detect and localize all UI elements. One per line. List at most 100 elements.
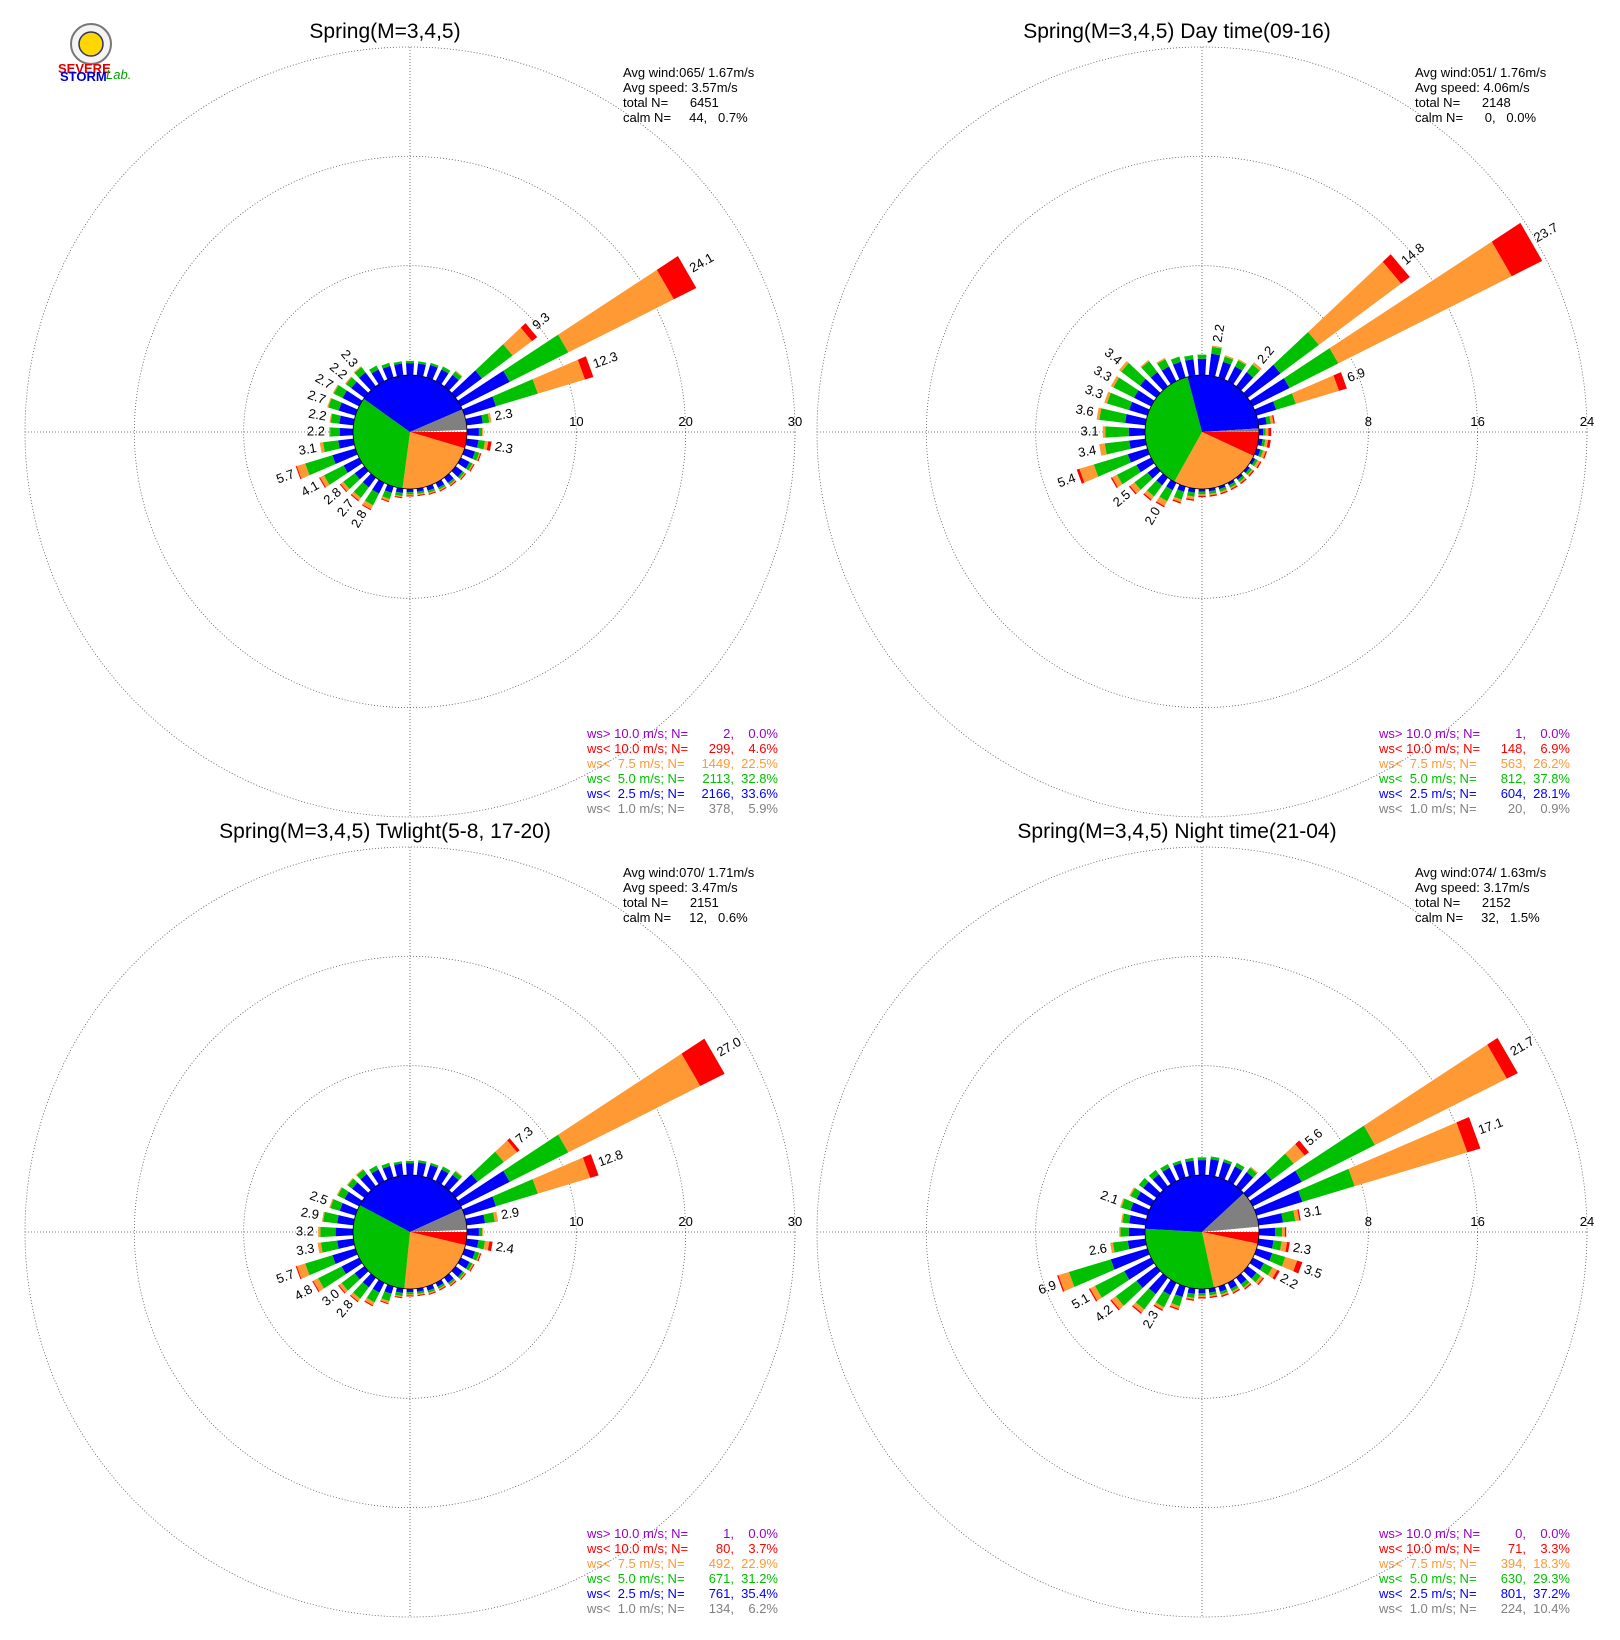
spoke-segment — [1240, 1279, 1250, 1288]
spoke-segment — [451, 1266, 463, 1278]
stat-line: calm N= 12, 0.6% — [623, 910, 748, 925]
spoke-segment — [380, 498, 390, 503]
spoke-segment — [462, 396, 497, 416]
spoke-segment — [345, 376, 352, 385]
spoke-segment — [1209, 1291, 1217, 1296]
spoke-segment — [1249, 378, 1290, 407]
spoke-segment — [1115, 1280, 1143, 1306]
spoke-segment — [457, 1271, 465, 1279]
spoke-segment — [1198, 1297, 1206, 1299]
spoke-segment — [1185, 1160, 1196, 1177]
spoke-segment — [460, 1273, 467, 1281]
spoke-segment — [1129, 1215, 1147, 1226]
spoke-segment — [418, 361, 427, 365]
spoke-segment — [1140, 360, 1150, 368]
legend-n: 134, — [709, 1601, 734, 1616]
legend-text: ws< 2.5 m/s; N= — [586, 786, 685, 801]
spoke-segment — [532, 359, 586, 394]
spoke-label: 5.4 — [1055, 470, 1077, 490]
pie-wedge — [1145, 1228, 1215, 1289]
spoke-segment — [476, 452, 481, 462]
spoke-segment — [1171, 1294, 1183, 1307]
spoke-segment — [381, 1162, 391, 1169]
spoke-segment — [1129, 438, 1147, 449]
ring — [133, 955, 687, 1509]
spoke-segment — [462, 448, 476, 459]
spoke-segment — [426, 364, 438, 380]
spoke-segment — [341, 1273, 360, 1291]
spoke-segment — [465, 462, 473, 471]
spoke-segment — [1218, 361, 1232, 380]
legend-pct: 5.9% — [748, 801, 778, 816]
wind-rose-panel: 8 16 245.621.717.13.12.33.52.22.34.25.16.9… — [816, 820, 1594, 1618]
spoke-segment — [462, 1196, 497, 1216]
legend-pct: 31.2% — [741, 1571, 778, 1586]
spoke-segment — [406, 1292, 414, 1295]
spoke-segment — [1249, 457, 1256, 465]
spoke-segment — [459, 1272, 466, 1280]
legend-pct: 26.2% — [1533, 756, 1570, 771]
pie-wedge — [359, 1175, 462, 1232]
spoke-segment — [328, 398, 342, 411]
spoke-segment — [1160, 1163, 1170, 1172]
spoke-segment — [465, 415, 483, 426]
ring — [816, 46, 1588, 818]
spoke-segment — [468, 463, 474, 472]
spoke-segment — [1104, 391, 1111, 404]
stat-line: total N= 2148 — [1415, 95, 1511, 110]
spoke-segment — [1280, 1241, 1288, 1252]
stat-line: Avg speed: 3.57m/s — [623, 80, 738, 95]
spoke-segment — [1329, 241, 1512, 364]
ring — [925, 955, 1479, 1509]
spoke-segment — [1076, 468, 1085, 484]
legend-pct: 22.5% — [741, 756, 778, 771]
legend-n: 299, — [709, 741, 734, 756]
stat-line: calm N= 32, 1.5% — [1415, 910, 1540, 925]
legend-n: 801, — [1501, 1586, 1526, 1601]
legend-text: ws< 1.0 m/s; N= — [586, 801, 685, 816]
spoke-segment — [354, 466, 369, 480]
spoke-segment — [339, 415, 355, 426]
legend-n: 1, — [723, 1526, 734, 1541]
spoke-segment — [1257, 438, 1263, 447]
spoke-segment — [1169, 1305, 1179, 1311]
spoke-label: 5.1 — [1069, 1290, 1092, 1312]
spoke-segment — [1265, 1153, 1294, 1180]
spoke-segment — [319, 477, 326, 488]
spoke-segment — [475, 344, 513, 379]
spoke-segment — [337, 1215, 355, 1226]
spoke-segment — [1456, 1117, 1481, 1153]
pie-wedge — [410, 1232, 467, 1246]
spoke-segment — [455, 370, 463, 377]
spoke-segment — [1230, 485, 1238, 491]
spoke-segment — [1258, 428, 1263, 436]
legend-pct: 6.9% — [1540, 741, 1570, 756]
spoke-segment — [1186, 1298, 1195, 1301]
spoke-label: 2.9 — [300, 1204, 320, 1222]
spoke-segment — [395, 491, 403, 497]
spoke-label: 3.3 — [1091, 362, 1114, 384]
spoke-segment — [430, 1162, 439, 1168]
spoke-segment — [1257, 1238, 1274, 1249]
ring — [1035, 1065, 1369, 1399]
spoke-segment — [451, 370, 482, 398]
spoke-segment — [1219, 486, 1227, 492]
spoke-segment — [338, 438, 355, 449]
spoke-segment — [395, 487, 404, 493]
spoke-segment — [460, 473, 467, 481]
spoke-segment — [1155, 1291, 1171, 1308]
pie-wedge — [1202, 432, 1259, 456]
spoke-segment — [1272, 1240, 1282, 1251]
spoke-segment — [1208, 490, 1217, 495]
spoke-segment — [360, 1174, 376, 1191]
spoke-segment — [469, 1263, 475, 1272]
spoke-segment — [447, 1278, 456, 1285]
spoke-segment — [384, 484, 394, 493]
spoke-segment — [317, 1242, 323, 1254]
spoke-segment — [305, 1255, 336, 1276]
spoke-segment — [1112, 474, 1123, 488]
spoke-segment — [1173, 1163, 1186, 1180]
spoke-segment — [492, 379, 538, 407]
spoke-segment — [338, 1283, 348, 1293]
spoke-segment — [406, 492, 414, 495]
